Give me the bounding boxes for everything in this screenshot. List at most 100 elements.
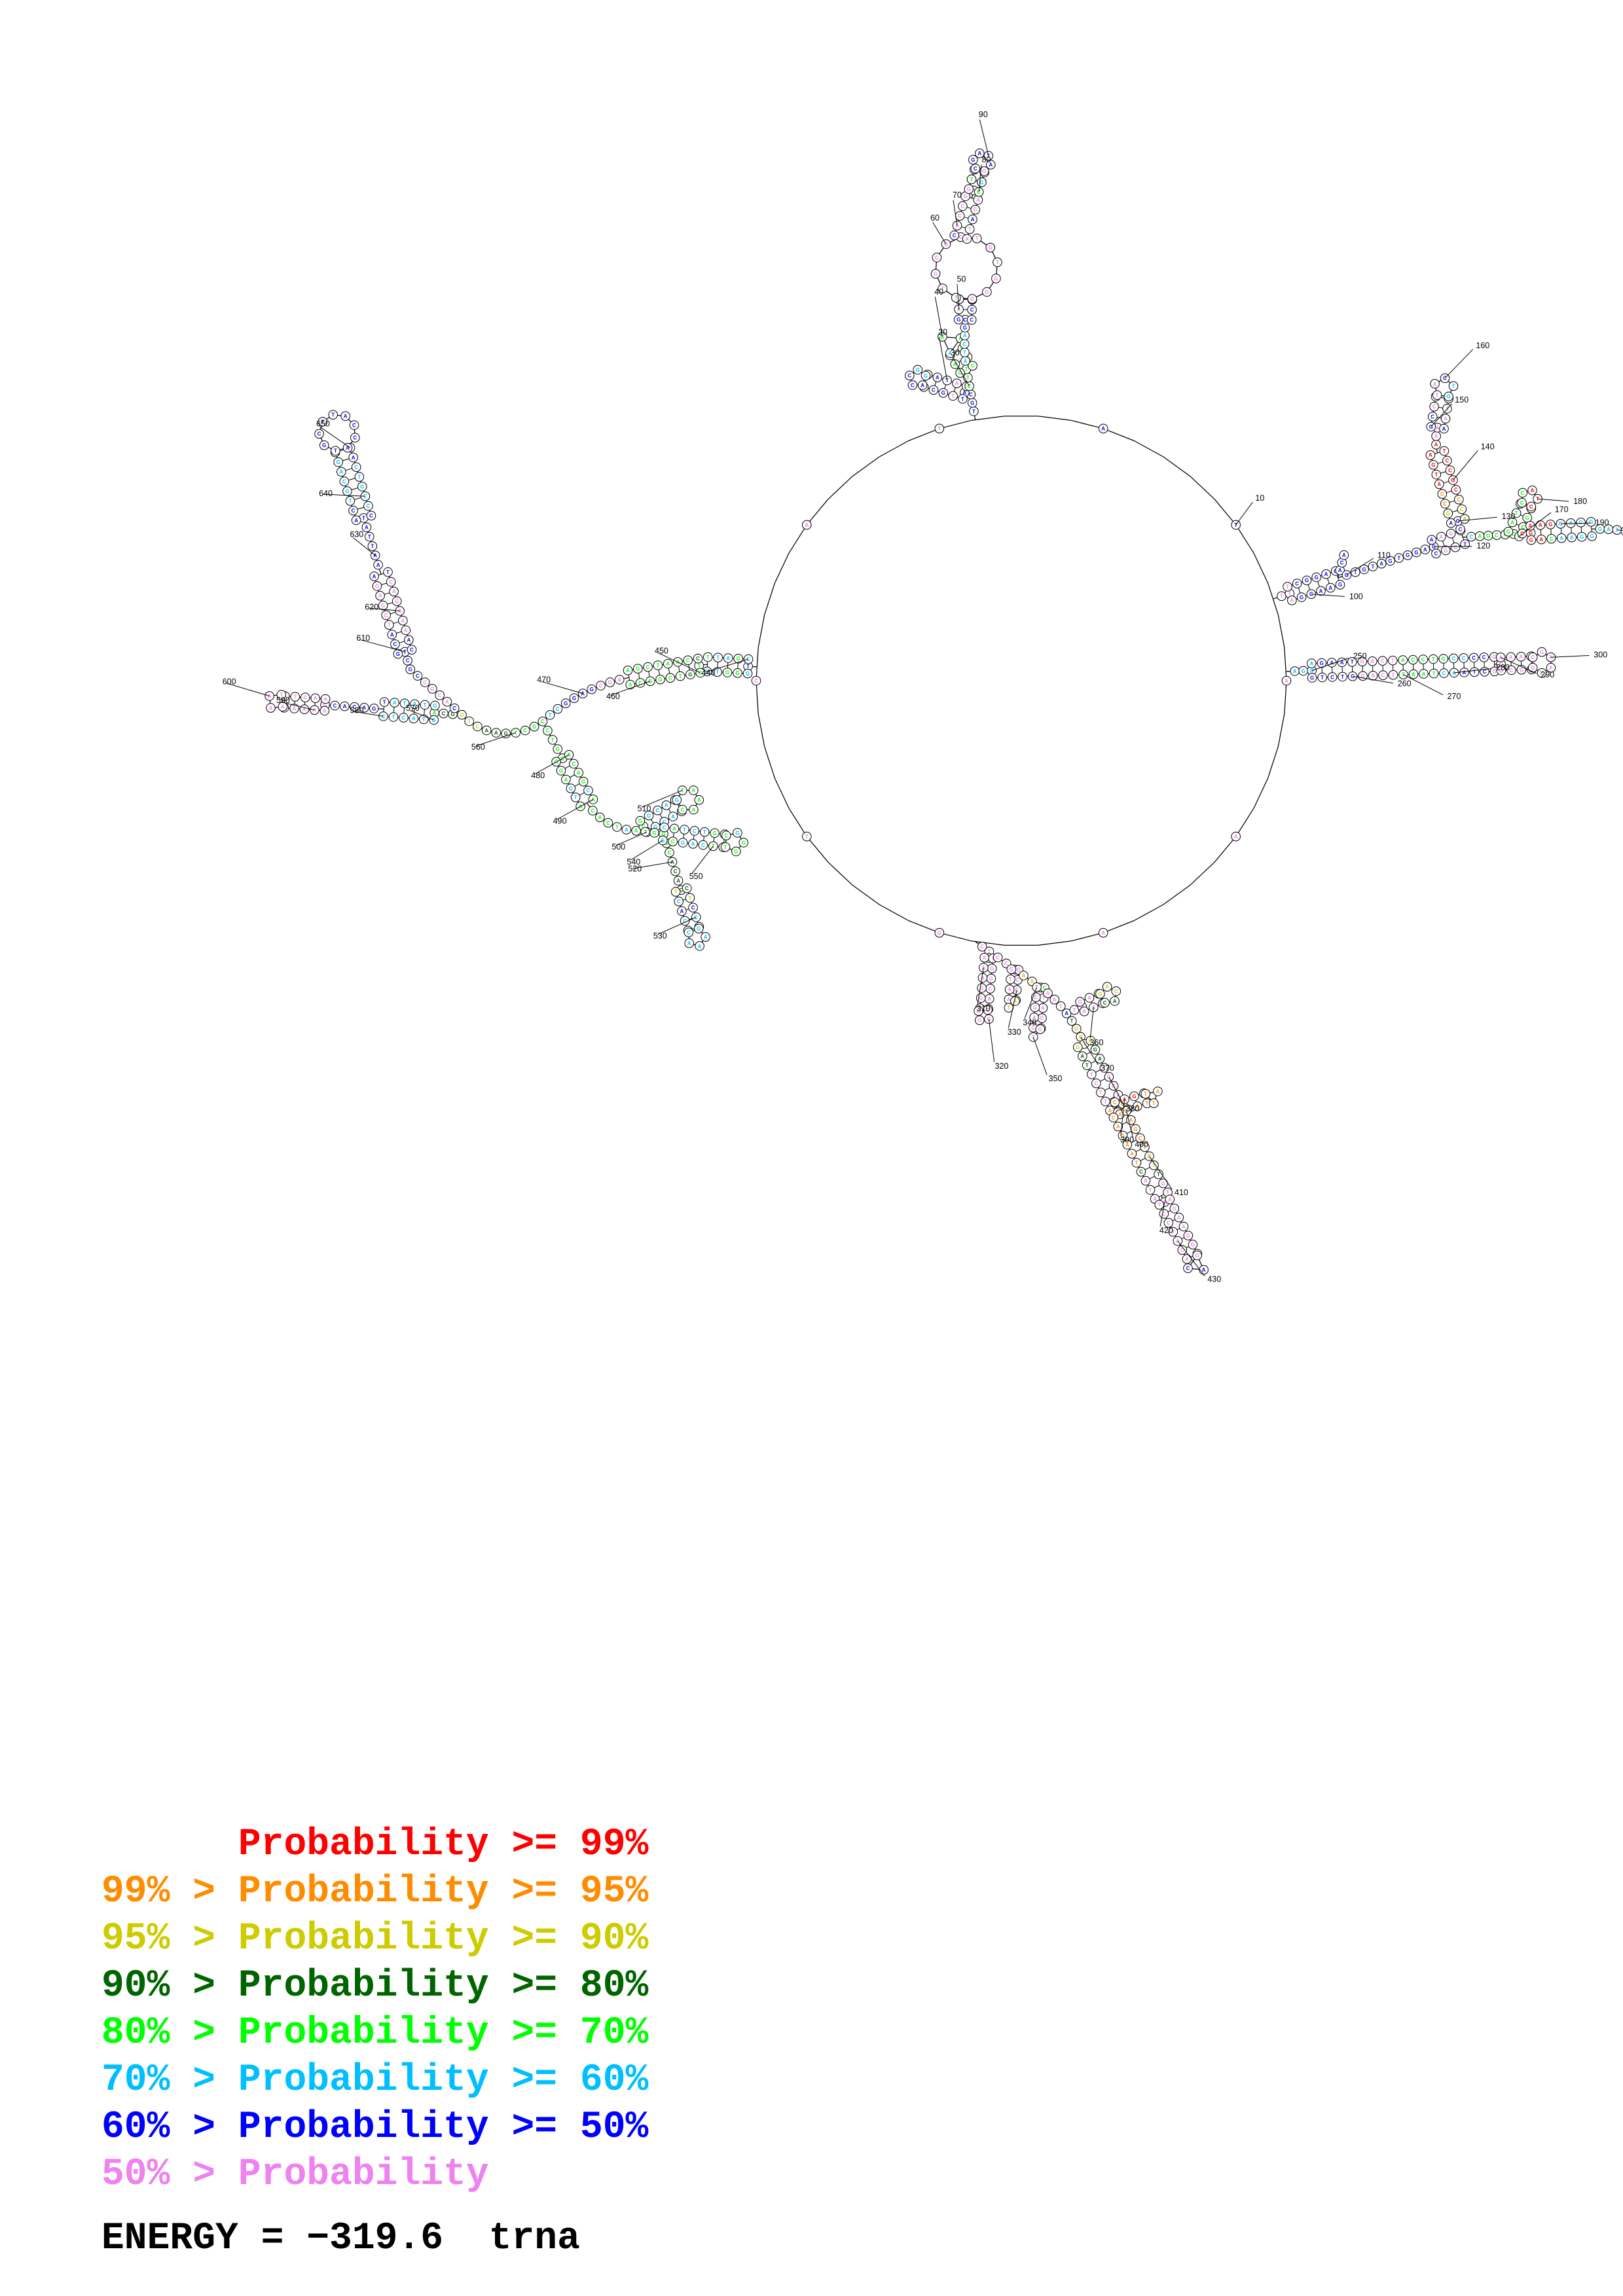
svg-text:C: C — [668, 850, 672, 856]
svg-text:C: C — [1180, 1247, 1184, 1253]
svg-text:A: A — [1442, 426, 1446, 432]
svg-text:G: G — [916, 367, 920, 373]
svg-text:G: G — [675, 797, 679, 803]
svg-text:A: A — [365, 525, 369, 531]
svg-text:T: T — [1009, 977, 1012, 982]
svg-text:G: G — [345, 488, 349, 494]
svg-text:360: 360 — [1090, 1038, 1104, 1047]
svg-text:G: G — [737, 656, 740, 662]
svg-text:620: 620 — [365, 603, 378, 612]
svg-text:C: C — [980, 944, 984, 950]
svg-text:A: A — [1422, 671, 1426, 677]
svg-text:C: C — [754, 678, 758, 684]
svg-text:C: C — [907, 373, 911, 379]
svg-text:G: G — [941, 390, 945, 396]
svg-text:G: G — [1191, 1242, 1195, 1248]
svg-text:G: G — [1456, 518, 1460, 524]
svg-text:A: A — [484, 728, 488, 734]
svg-text:A: A — [964, 358, 968, 364]
svg-text:G: G — [396, 651, 400, 657]
svg-text:G: G — [1300, 594, 1304, 600]
svg-text:A: A — [1008, 987, 1012, 993]
svg-text:340: 340 — [1023, 1018, 1036, 1027]
svg-text:A: A — [671, 814, 675, 819]
svg-text:50: 50 — [957, 275, 966, 284]
svg-text:G: G — [590, 687, 594, 692]
svg-text:G: G — [1589, 519, 1593, 525]
svg-text:G: G — [1449, 531, 1453, 537]
svg-text:C: C — [1550, 536, 1554, 542]
svg-text:G: G — [1431, 462, 1435, 468]
svg-text:590: 590 — [276, 696, 290, 705]
svg-text:450: 450 — [655, 646, 668, 655]
svg-text:60: 60 — [930, 213, 939, 223]
svg-text:C: C — [369, 513, 373, 519]
svg-text:A: A — [1444, 416, 1448, 422]
svg-text:G: G — [1074, 1026, 1078, 1032]
svg-text:A: A — [433, 710, 437, 716]
svg-text:A: A — [1433, 381, 1437, 387]
svg-text:G: G — [1580, 534, 1584, 540]
svg-text:T: T — [724, 844, 727, 850]
svg-text:C: C — [1330, 674, 1334, 680]
svg-text:T: T — [1152, 1101, 1156, 1107]
svg-text:350: 350 — [1049, 1074, 1063, 1083]
svg-text:C: C — [353, 435, 357, 441]
svg-text:A: A — [293, 706, 297, 711]
svg-text:C: C — [1004, 961, 1008, 967]
svg-text:T: T — [1397, 556, 1400, 562]
svg-text:550: 550 — [689, 872, 703, 881]
svg-text:G: G — [1133, 1126, 1137, 1132]
svg-text:T: T — [1341, 674, 1344, 680]
svg-text:C: C — [691, 905, 695, 911]
svg-text:C: C — [959, 234, 963, 240]
svg-text:A: A — [1401, 658, 1405, 664]
svg-text:640: 640 — [319, 489, 333, 498]
svg-text:A: A — [1130, 1151, 1134, 1157]
svg-text:A: A — [343, 704, 347, 709]
svg-text:G: G — [1529, 530, 1533, 536]
svg-text:T: T — [574, 795, 577, 800]
svg-text:C: C — [406, 658, 410, 664]
svg-text:T: T — [1070, 1018, 1074, 1024]
svg-text:G: G — [572, 696, 576, 702]
svg-text:A: A — [634, 828, 638, 834]
svg-text:C: C — [303, 695, 307, 701]
svg-text:A: A — [666, 661, 670, 667]
svg-text:C: C — [970, 307, 974, 313]
svg-text:C: C — [1186, 1266, 1190, 1272]
svg-text:C: C — [1094, 1081, 1098, 1086]
svg-text:A: A — [987, 996, 991, 1002]
svg-text:A: A — [1539, 537, 1543, 543]
svg-text:C: C — [1472, 655, 1476, 661]
svg-text:C: C — [989, 986, 993, 992]
svg-text:T: T — [1157, 1172, 1160, 1177]
svg-text:G: G — [433, 703, 437, 709]
svg-text:C: C — [686, 658, 690, 664]
svg-text:100: 100 — [1349, 592, 1363, 601]
svg-text:T: T — [656, 662, 659, 668]
svg-text:110: 110 — [1377, 551, 1391, 560]
svg-text:G: G — [934, 271, 938, 277]
svg-text:G: G — [1442, 656, 1446, 662]
svg-text:T: T — [1059, 1003, 1063, 1009]
svg-text:A: A — [1509, 655, 1513, 660]
svg-text:40: 40 — [934, 287, 943, 296]
svg-text:G: G — [1038, 1027, 1042, 1033]
svg-text:A: A — [1434, 433, 1438, 439]
svg-text:T: T — [467, 719, 471, 725]
svg-text:C: C — [1510, 668, 1514, 673]
svg-text:G: G — [1406, 552, 1410, 558]
svg-text:T: T — [348, 498, 352, 504]
svg-text:470: 470 — [537, 675, 551, 685]
svg-text:T: T — [423, 702, 426, 708]
svg-text:G: G — [1525, 515, 1529, 521]
svg-text:G: G — [395, 599, 399, 605]
svg-text:G: G — [1305, 578, 1309, 584]
svg-text:A: A — [392, 589, 396, 595]
svg-text:T: T — [331, 412, 335, 418]
svg-text:G: G — [994, 276, 998, 281]
svg-text:C: C — [656, 808, 660, 814]
svg-text:A: A — [1559, 535, 1563, 541]
svg-text:T: T — [955, 295, 958, 301]
